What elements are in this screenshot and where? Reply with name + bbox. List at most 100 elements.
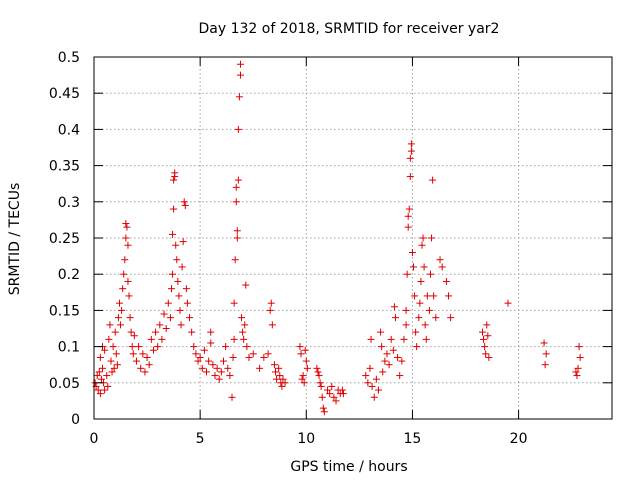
data-point xyxy=(123,223,131,231)
data-point xyxy=(372,375,380,383)
data-point xyxy=(279,375,287,383)
data-point xyxy=(186,314,194,322)
data-point xyxy=(428,234,436,242)
data-point xyxy=(128,343,136,351)
data-point xyxy=(405,205,413,213)
data-point xyxy=(366,364,374,372)
data-point xyxy=(264,350,272,358)
y-tick-label: 0.3 xyxy=(58,195,80,211)
data-point xyxy=(432,314,440,322)
x-tick-label: 15 xyxy=(404,431,422,447)
data-point xyxy=(297,350,305,358)
data-point xyxy=(203,368,211,376)
data-point xyxy=(317,382,325,390)
data-point xyxy=(118,306,126,314)
data-point xyxy=(362,372,370,380)
data-point xyxy=(101,386,109,394)
data-point xyxy=(233,227,241,235)
data-point xyxy=(426,270,434,278)
data-point xyxy=(132,357,140,365)
data-point xyxy=(421,321,429,329)
data-point xyxy=(270,361,278,369)
data-point xyxy=(110,364,118,372)
data-point xyxy=(169,270,177,278)
data-point xyxy=(430,292,438,300)
data-point xyxy=(194,357,202,365)
y-tick-label: 0.35 xyxy=(49,159,80,175)
plot-frame xyxy=(93,56,613,420)
data-point xyxy=(127,328,135,336)
data-point xyxy=(143,353,151,361)
data-point xyxy=(396,372,404,380)
data-point xyxy=(278,382,286,390)
data-point xyxy=(154,343,162,351)
data-point xyxy=(266,306,274,314)
data-point xyxy=(302,357,310,365)
data-point xyxy=(104,382,112,390)
grid xyxy=(94,57,612,419)
data-point xyxy=(540,339,548,347)
data-point xyxy=(407,147,415,155)
data-point xyxy=(180,198,188,206)
data-point xyxy=(249,350,257,358)
data-point xyxy=(113,361,121,369)
data-point xyxy=(200,346,208,354)
data-point xyxy=(420,263,428,271)
data-point xyxy=(117,321,125,329)
x-tick-label: 5 xyxy=(196,431,205,447)
data-point xyxy=(314,368,322,376)
data-point xyxy=(260,353,268,361)
data-point xyxy=(183,299,191,307)
data-point xyxy=(114,314,122,322)
data-point xyxy=(367,335,375,343)
data-point xyxy=(147,335,155,343)
data-point xyxy=(178,263,186,271)
data-point xyxy=(400,335,408,343)
data-point xyxy=(160,310,168,318)
data-point xyxy=(379,368,387,376)
data-point xyxy=(179,238,187,246)
data-point xyxy=(103,372,111,380)
x-tick-label: 0 xyxy=(90,431,99,447)
data-point xyxy=(403,270,411,278)
data-point xyxy=(275,364,283,372)
data-point xyxy=(120,270,128,278)
data-point xyxy=(330,393,338,401)
data-point xyxy=(316,379,324,387)
data-point xyxy=(483,321,491,329)
data-point xyxy=(410,263,418,271)
data-point xyxy=(242,281,250,289)
data-point xyxy=(122,220,130,228)
data-point xyxy=(172,241,180,249)
data-point xyxy=(173,256,181,264)
data-point xyxy=(217,368,225,376)
data-point xyxy=(149,346,157,354)
data-point xyxy=(234,176,242,184)
data-point xyxy=(411,292,419,300)
data-point xyxy=(121,256,129,264)
data-point xyxy=(272,368,280,376)
data-point xyxy=(188,328,196,336)
data-point xyxy=(429,176,437,184)
data-point xyxy=(300,379,308,387)
data-point xyxy=(213,364,221,372)
data-point xyxy=(126,314,134,322)
data-point xyxy=(245,353,253,361)
data-point xyxy=(192,350,200,358)
x-axis-label: GPS time / hours xyxy=(290,459,407,475)
data-point xyxy=(145,361,153,369)
data-point xyxy=(328,382,336,390)
data-point xyxy=(232,183,240,191)
data-point xyxy=(574,364,582,372)
data-point xyxy=(326,390,334,398)
chart-title: Day 132 of 2018, SRMTID for receiver yar… xyxy=(199,21,500,37)
data-point xyxy=(119,285,127,293)
y-tick-label: 0.4 xyxy=(58,122,80,138)
data-point xyxy=(406,154,414,162)
data-point xyxy=(96,390,104,398)
data-point xyxy=(169,230,177,238)
data-point xyxy=(576,353,584,361)
y-axis-label: SRMTID / TECUs xyxy=(7,183,23,296)
